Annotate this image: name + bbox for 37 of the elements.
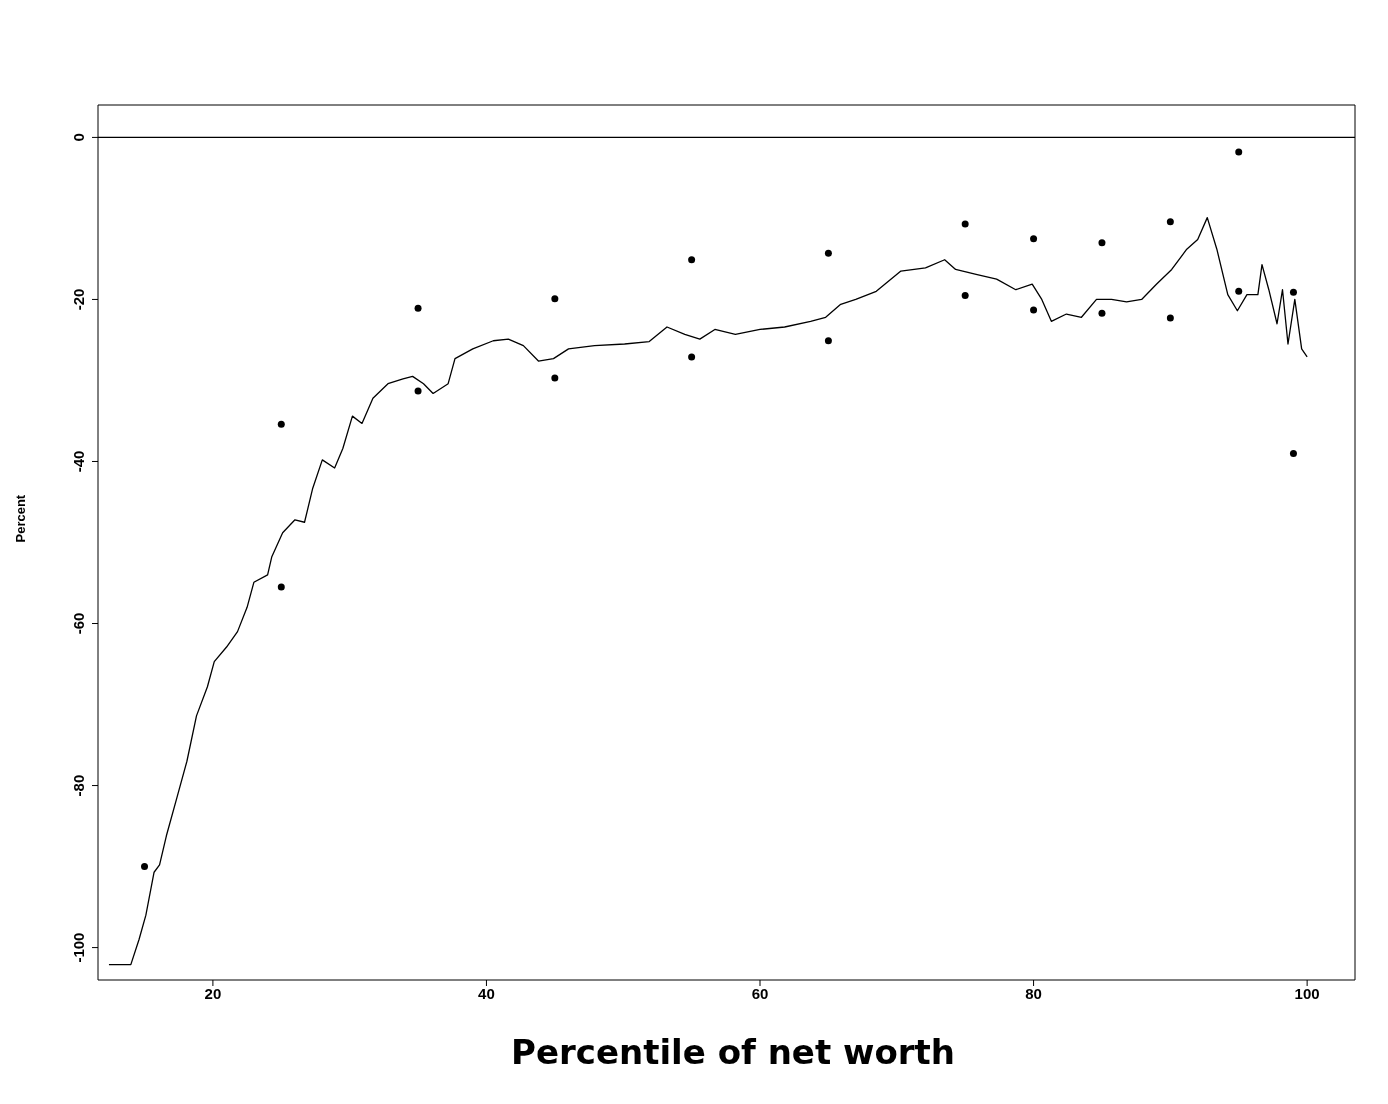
x-tick-label: 80: [1025, 984, 1042, 1002]
x-tick-label: 40: [478, 984, 495, 1002]
point: [1098, 239, 1106, 247]
x-tick-label: 20: [204, 984, 222, 1002]
point: [277, 583, 285, 591]
x-axis-title: Percentile of net worth: [510, 1032, 956, 1072]
y-tick-label: 0: [70, 133, 87, 142]
point: [551, 295, 559, 303]
point: [1235, 287, 1243, 295]
point: [277, 420, 285, 428]
point: [1166, 314, 1174, 322]
point: [1098, 309, 1106, 317]
point: [1030, 306, 1038, 314]
y-tick-label: -80: [70, 774, 87, 797]
point: [1235, 148, 1243, 156]
point: [961, 220, 969, 228]
point: [688, 353, 696, 361]
point: [688, 256, 696, 264]
point: [1030, 235, 1038, 243]
point: [961, 291, 969, 299]
point: [1166, 218, 1174, 226]
point: [414, 387, 422, 395]
point: [1289, 449, 1297, 457]
line-series: [108, 216, 1308, 966]
point: [141, 863, 149, 871]
y-tick-label: -40: [70, 450, 87, 473]
y-axis-title: Percent: [12, 494, 28, 543]
x-tick-label: 100: [1294, 984, 1320, 1002]
x-tick-label: 60: [751, 984, 769, 1002]
point: [824, 249, 832, 257]
point: [414, 304, 422, 312]
y-tick-label: -20: [70, 288, 87, 311]
point: [824, 337, 832, 345]
y-tick-label: -60: [70, 612, 87, 635]
point: [551, 374, 559, 382]
point: [1289, 288, 1297, 296]
y-tick-label: -100: [70, 932, 87, 963]
